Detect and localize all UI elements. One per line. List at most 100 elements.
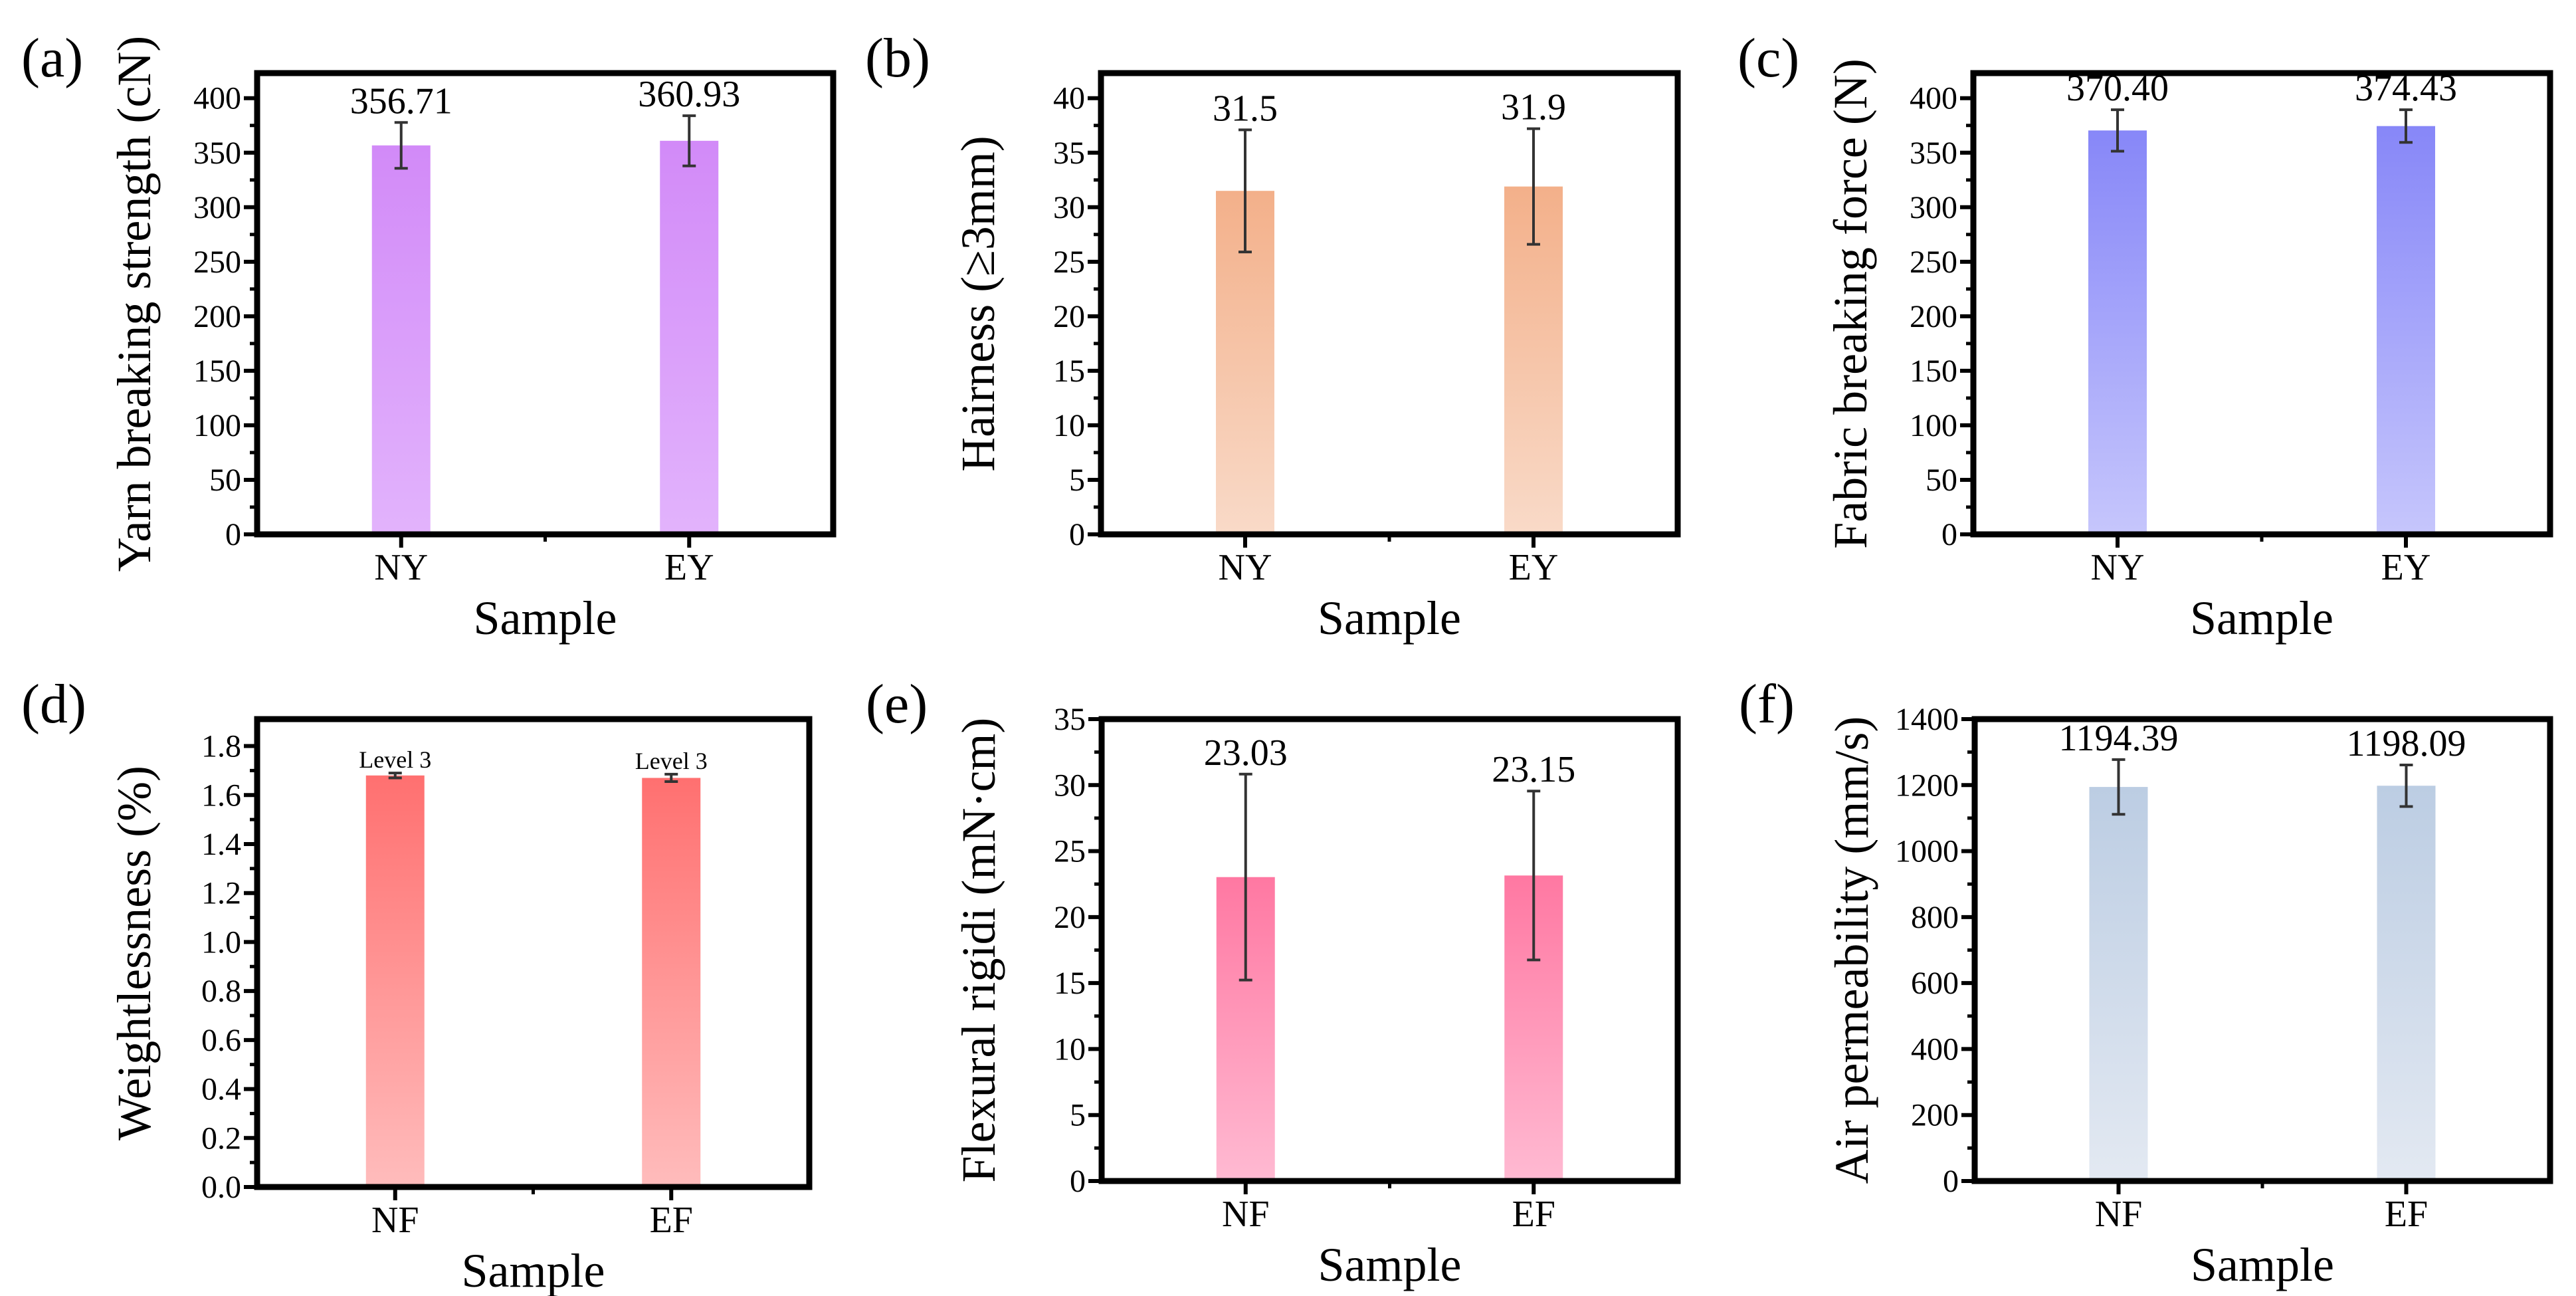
y-tick-label: 1400 <box>1895 702 1959 737</box>
bar-ef <box>2377 786 2436 1181</box>
plot-frame <box>1971 716 2553 1184</box>
chart-panel-d: Level 3 Level 3 0.0 0.2 0.4 0.6 0.8 1.0 1.2 1.4 1.… <box>21 673 813 1296</box>
x-axis-title: Sample <box>474 592 617 645</box>
error-bar <box>1238 128 1252 254</box>
x-tick-label: EY <box>664 547 714 588</box>
data-label: 23.03 <box>1204 732 1288 774</box>
y-tick-label: 1.8 <box>201 729 241 764</box>
panel-label: (a) <box>21 27 83 89</box>
y-tick-label: 0.6 <box>201 1023 241 1058</box>
error-bar <box>2399 108 2413 144</box>
error-bar <box>1238 772 1252 982</box>
bar-nf <box>365 775 425 1187</box>
x-tick-label: EF <box>2385 1194 2428 1235</box>
x-axis-title: Sample <box>462 1244 605 1296</box>
data-label: 1194.39 <box>2059 718 2179 759</box>
panel-label: (f) <box>1739 673 1795 735</box>
y-tick-label: 100 <box>1910 408 1957 443</box>
y-tick-label: 0 <box>1070 1164 1086 1199</box>
y-tick-label: 0 <box>1941 517 1957 552</box>
chart-panel-a: 356.71 360.93 0 50 100 150 200 250 300 350 400 NY EY… <box>21 27 837 645</box>
data-label: 31.5 <box>1213 88 1278 129</box>
data-label: Level 3 <box>359 746 431 773</box>
x-tick-label: EY <box>1509 547 1559 588</box>
y-tick-label: 15 <box>1054 966 1086 1001</box>
y-tick-label: 0 <box>1069 517 1085 552</box>
y-tick-label: 0.2 <box>201 1121 241 1156</box>
y-tick-label: 30 <box>1053 190 1085 225</box>
chart-panel-b: 31.5 31.9 0 5 10 15 20 25 30 35 40 NY EY Sample Hairne… <box>865 27 1681 645</box>
y-tick-label: 1.6 <box>201 778 241 813</box>
y-tick-label: 50 <box>1926 463 1957 498</box>
bar-ey <box>660 140 719 535</box>
bar-ny <box>371 145 431 535</box>
y-tick-label: 600 <box>1911 966 1959 1001</box>
x-axis-title: Sample <box>2190 592 2333 645</box>
plot-frame <box>1970 70 2553 538</box>
y-tick-label: 10 <box>1054 1031 1086 1067</box>
error-bar <box>2111 108 2124 153</box>
x-axis-title: Sample <box>1318 1238 1462 1291</box>
y-tick-label: 15 <box>1053 354 1085 389</box>
error-bar <box>2399 763 2413 808</box>
x-tick-label: NY <box>1219 547 1272 588</box>
y-tick-label: 350 <box>193 136 241 171</box>
y-axis-title: Hairness (≥3mm) <box>951 136 1005 471</box>
plot-frame <box>1098 716 1681 1184</box>
x-tick-label: EF <box>1512 1194 1555 1235</box>
y-axis-title: Fabric breaking force (N) <box>1824 58 1877 549</box>
data-label: Level 3 <box>635 748 708 774</box>
y-tick-label: 0.4 <box>201 1072 241 1107</box>
x-tick-label: NY <box>374 547 428 588</box>
y-tick-label: 100 <box>193 408 241 443</box>
y-tick-label: 0 <box>225 517 241 552</box>
plot-frame <box>1098 70 1681 538</box>
x-tick-label: NF <box>2095 1194 2143 1235</box>
error-bar <box>394 121 408 170</box>
y-tick-label: 30 <box>1054 768 1086 803</box>
y-tick-label: 1.4 <box>201 827 241 862</box>
chart-panel-e: 23.03 23.15 0 5 10 15 20 25 30 35 NF EF Sample Flexur… <box>866 673 1681 1291</box>
y-axis-title: Weightlessness (%) <box>108 766 161 1140</box>
x-axis-title: Sample <box>1318 592 1461 645</box>
y-tick-label: 1.0 <box>201 924 241 960</box>
y-tick-label: 5 <box>1069 463 1085 498</box>
y-tick-label: 150 <box>193 354 241 389</box>
y-tick-label: 250 <box>193 245 241 280</box>
panel-label: (c) <box>1737 27 1799 89</box>
error-bar <box>682 114 696 167</box>
data-label: 356.71 <box>350 80 452 122</box>
y-tick-label: 0 <box>1943 1164 1959 1199</box>
y-axis-title: Flexural rigidi (mN·cm) <box>952 718 1005 1183</box>
y-tick-label: 1000 <box>1895 834 1959 869</box>
x-tick-label: NF <box>1222 1194 1270 1235</box>
panel-label: (b) <box>865 27 930 89</box>
y-tick-label: 300 <box>1910 190 1957 225</box>
bar-ef <box>642 778 701 1187</box>
x-tick-label: NY <box>2091 547 2145 588</box>
y-tick-label: 400 <box>193 81 241 116</box>
y-tick-label: 5 <box>1070 1098 1086 1133</box>
y-axis-title: Air permeability (mm/s) <box>1825 716 1878 1184</box>
error-bar <box>388 772 402 780</box>
x-tick-label: EY <box>2381 547 2431 588</box>
plot-frame <box>254 70 837 538</box>
y-tick-label: 200 <box>1910 299 1957 334</box>
y-tick-label: 200 <box>193 299 241 334</box>
y-tick-label: 35 <box>1053 136 1085 171</box>
chart-panel-f: 1194.39 1198.09 0 200 400 600 800 1000 1200 1400 N… <box>1739 673 2553 1291</box>
error-bar <box>1527 127 1540 246</box>
y-tick-label: 0.0 <box>201 1170 241 1205</box>
panel-label: (d) <box>21 673 86 735</box>
data-label: 360.93 <box>638 74 740 115</box>
y-tick-label: 200 <box>1911 1098 1959 1133</box>
y-tick-label: 35 <box>1054 702 1086 737</box>
y-tick-label: 800 <box>1911 900 1959 935</box>
data-label: 1198.09 <box>2347 723 2466 764</box>
y-tick-label: 300 <box>193 190 241 225</box>
y-tick-label: 40 <box>1053 81 1085 116</box>
error-bar <box>1527 790 1541 962</box>
y-axis-title: Yarn breaking strength (cN) <box>108 36 161 572</box>
